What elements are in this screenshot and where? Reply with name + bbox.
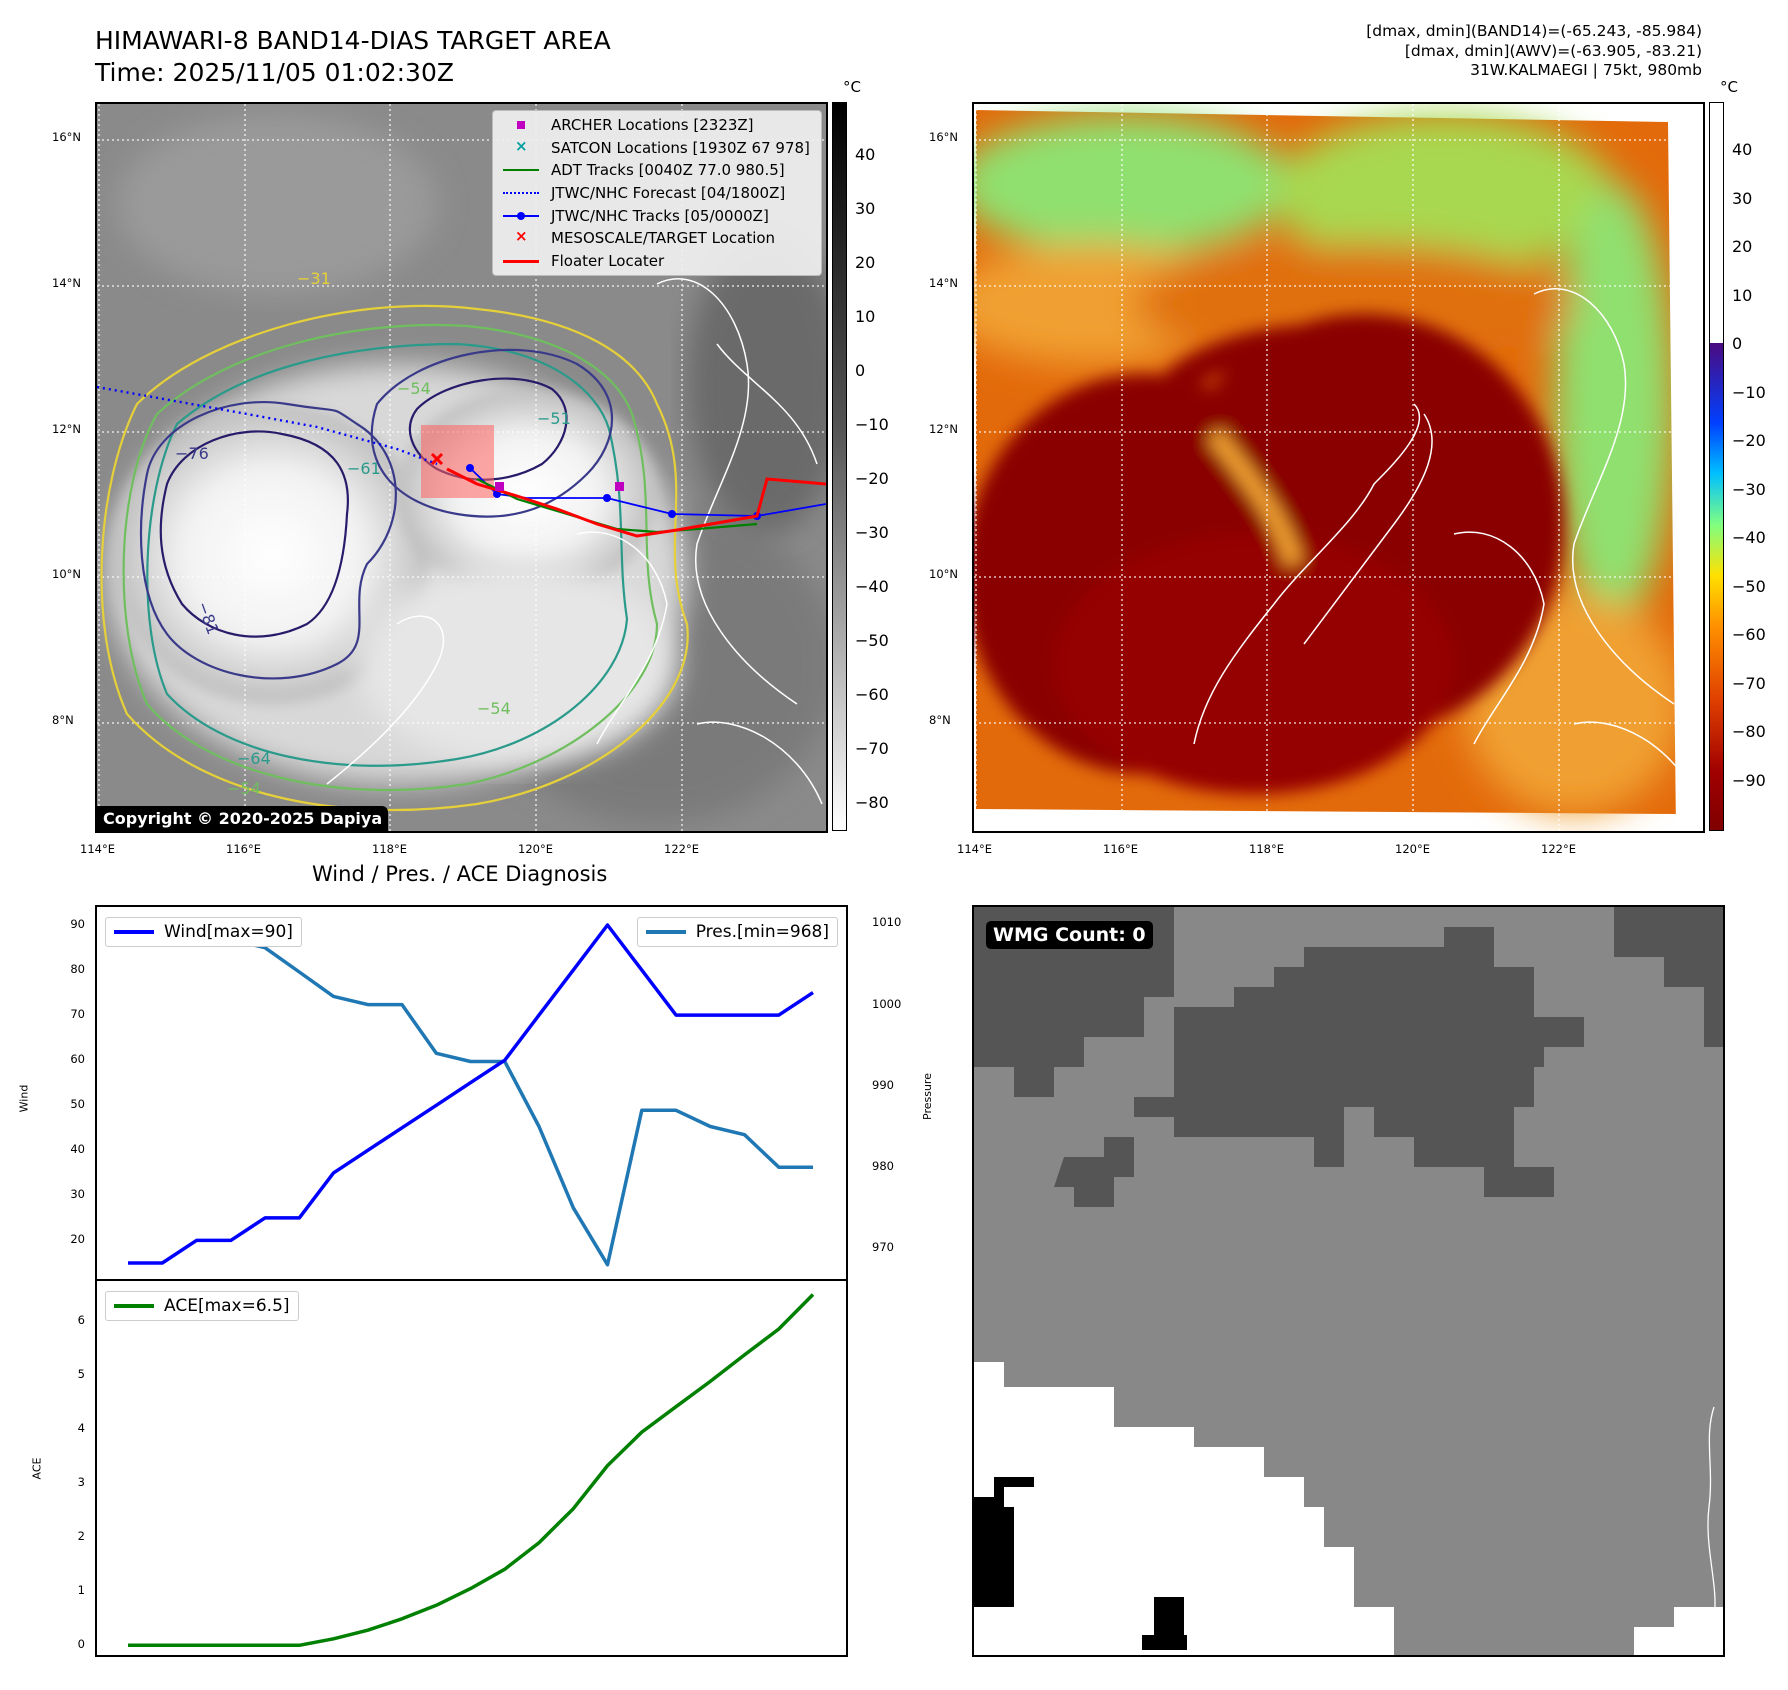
legend-item: × MESOSCALE/TARGET Location (493, 227, 821, 250)
dotted-line-icon (501, 186, 541, 200)
ace-ytick-label: 1 (77, 1583, 85, 1598)
line-dot-icon (501, 209, 541, 223)
wind-ytick-label: 80 (70, 962, 85, 977)
wind-ytick-label: 50 (70, 1097, 85, 1112)
contour-label: −54 (227, 779, 261, 798)
pres-ytick-label: 1010 (872, 915, 902, 930)
contour-label: −51 (537, 409, 571, 428)
awv-colorbar-unit: °C (1720, 78, 1738, 96)
ace-ytick-label: 0 (77, 1637, 85, 1652)
ace-ytick-label: 2 (77, 1529, 85, 1544)
line-marker-icon (501, 163, 541, 177)
pres-line-sample (645, 930, 686, 934)
ir-legend: ARCHER Locations [2323Z] × SATCON Locati… (492, 110, 822, 277)
legend-item: Floater Locater (493, 250, 821, 273)
pres-ytick-label: 980 (872, 1159, 894, 1174)
wmg-count-badge: WMG Count: 0 (986, 921, 1153, 949)
contour-label: −31 (297, 269, 331, 288)
wind-ytick-label: 30 (70, 1187, 85, 1202)
contour-label: −64 (237, 749, 271, 768)
awv-range: [dmax, dmin](AWV)=(-63.905, -83.21) (1404, 41, 1702, 60)
ace-series-line (128, 1293, 815, 1648)
pres-ytick-label: 1000 (872, 996, 902, 1011)
legend-item: JTWC/NHC Forecast [04/1800Z] (493, 182, 821, 205)
x-marker-icon: × (515, 136, 528, 155)
storm-info: [dmax, dmin](BAND14)=(-65.243, -85.984) … (1366, 22, 1702, 81)
legend-item: JTWC/NHC Tracks [05/0000Z] (493, 204, 821, 227)
ace-ytick-label: 4 (77, 1421, 85, 1436)
pres-legend-label: Pres.[min=968] (695, 922, 829, 942)
figure-title: HIMAWARI-8 BAND14-DIAS TARGET AREA (95, 26, 611, 55)
diagnosis-title: Wind / Pres. / ACE Diagnosis (312, 862, 608, 886)
contour-label: −61 (347, 459, 381, 478)
ace-ytick-label: 6 (77, 1313, 85, 1328)
wind-series-line (128, 923, 814, 1265)
ace-legend-label: ACE[max=6.5] (164, 1296, 290, 1316)
contour-label: −54 (397, 379, 431, 398)
pres-ytick-label: 990 (872, 1077, 894, 1092)
ace-legend: ACE[max=6.5] (105, 1291, 299, 1321)
ir-map-panel: −76 −81 −64 −54 −54 −54 −61 −31 −51 ARCH… (95, 102, 828, 833)
legend-item: ADT Tracks [0040Z 77.0 980.5] (493, 159, 821, 182)
line-marker-icon (501, 254, 541, 268)
figure-time: Time: 2025/11/05 01:02:30Z (95, 58, 454, 87)
contour-label: −54 (477, 699, 511, 718)
ace-plot (128, 1293, 815, 1648)
wind-ytick-label: 20 (70, 1232, 85, 1247)
awv-map-image (974, 104, 1703, 831)
copyright-badge: Copyright © 2020-2025 Dapiya (97, 806, 389, 831)
ace-ytick-label: 3 (77, 1475, 85, 1490)
legend-item: ARCHER Locations [2323Z] (493, 114, 821, 137)
wmg-panel: WMG Count: 0 (972, 905, 1725, 1657)
ace-chart: ACE[max=6.5] (95, 1279, 848, 1657)
ir-colorbar (832, 102, 847, 831)
awv-colorbar (1709, 102, 1724, 831)
wind-pres-chart: Wind[max=90] Pres.[min=968] (95, 905, 848, 1283)
wind-legend: Wind[max=90] (105, 917, 302, 947)
contour-label: −76 (175, 444, 209, 463)
pres-ytick-label: 970 (872, 1240, 894, 1255)
awv-map-panel (972, 102, 1705, 833)
wind-ytick-label: 90 (70, 917, 85, 932)
x-marker-icon: × (515, 227, 528, 246)
pres-ylabel: Pressure (920, 1073, 934, 1120)
wmg-image (974, 907, 1723, 1655)
ir-colorbar-unit: °C (843, 78, 861, 96)
band14-range: [dmax, dmin](BAND14)=(-65.243, -85.984) (1366, 22, 1702, 40)
pres-legend: Pres.[min=968] (636, 917, 838, 947)
wind-ytick-label: 60 (70, 1052, 85, 1067)
wind-ytick-label: 70 (70, 1007, 85, 1022)
storm-id: 31W.KALMAEGI | 75kt, 980mb (1470, 61, 1702, 79)
ace-line-sample (114, 1304, 154, 1308)
square-marker-icon (501, 118, 541, 132)
wind-ylabel: Wind (17, 1084, 31, 1113)
pres-series-line (127, 921, 813, 1267)
wind-ytick-label: 40 (70, 1142, 85, 1157)
wind-legend-label: Wind[max=90] (164, 922, 293, 942)
ace-ylabel: ACE (30, 1457, 44, 1480)
ace-ytick-label: 5 (77, 1367, 85, 1382)
legend-item: × SATCON Locations [1930Z 67 978] (493, 137, 821, 160)
wind-pres-plot (127, 921, 814, 1267)
wind-line-sample (114, 930, 154, 934)
